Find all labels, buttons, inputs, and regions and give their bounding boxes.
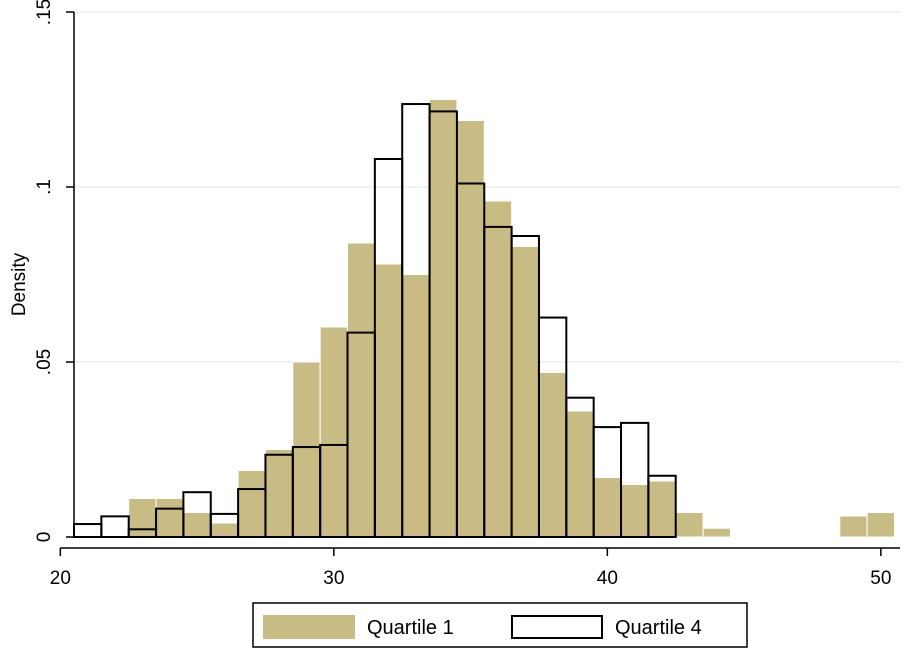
bar-quartile-4 [73,523,103,538]
bar-quartile-1 [511,246,540,538]
y-axis-title: Density [9,252,30,316]
bar-quartile-1 [647,480,677,538]
bar-quartile-1 [374,263,403,538]
bar-quartile-1 [429,99,458,538]
bar-quartile-1 [155,498,184,538]
x-tick-label: 30 [323,568,344,589]
bar-quartile-4 [100,515,130,538]
bar-quartile-1 [210,522,239,538]
legend: Quartile 1 Quartile 4 [252,602,748,648]
bar-quartile-1 [866,512,896,538]
bar-quartile-1 [675,512,704,538]
quartile-1-bars [128,99,896,538]
bar-quartile-1 [264,449,294,538]
y-tick-label: 0 [34,532,55,543]
bar-quartile-1 [347,242,376,538]
legend-swatch-quartile-4 [511,615,603,639]
bar-quartile-1 [620,484,649,538]
bar-quartile-1 [593,477,622,538]
x-tick-label: 40 [597,568,618,589]
quartile-4-bars [73,103,677,539]
x-tick-label: 20 [50,568,71,589]
bar-quartile-1 [292,361,321,538]
bar-quartile-1 [538,372,567,538]
bar-quartile-1 [401,274,431,538]
y-tick-label: .1 [34,179,55,195]
bar-quartile-1 [839,515,868,538]
axes: 0 .05 .1 .15 20 30 40 50 Density [9,0,900,589]
bar-quartile-1 [702,527,731,538]
bar-quartile-1 [237,470,266,538]
legend-label-quartile-4: Quartile 4 [615,617,702,639]
bar-quartile-1 [319,326,349,538]
legend-label-quartile-1: Quartile 1 [367,617,454,639]
bar-quartile-1 [565,410,595,538]
bar-quartile-1 [456,120,485,538]
x-tick-label: 50 [870,568,891,589]
y-tick-label: .05 [34,349,55,375]
y-tick-label: .15 [34,0,55,25]
bar-quartile-1 [182,512,212,538]
legend-swatch-quartile-1 [263,615,355,639]
bar-quartile-4 [647,474,677,538]
bar-quartile-1 [483,200,513,538]
bar-quartile-1 [128,498,157,538]
